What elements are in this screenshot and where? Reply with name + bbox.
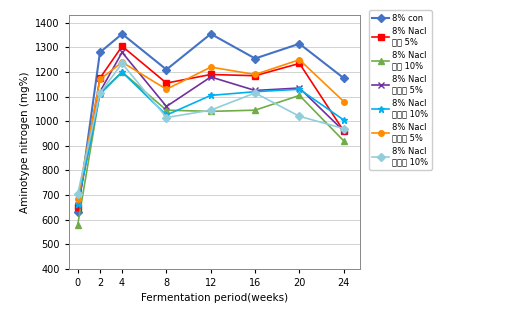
8% con — [119, 32, 125, 36]
8% Nacl
함조 10% — [208, 109, 214, 113]
8% Nacl
함조 10% — [252, 108, 258, 112]
8% Nacl
나문재 5% — [252, 73, 258, 76]
8% Nacl
질면초 5% — [119, 50, 125, 54]
8% Nacl
질면초 5% — [341, 129, 347, 133]
8% con — [296, 42, 303, 46]
8% Nacl
질면초 5% — [75, 203, 81, 207]
8% con — [163, 68, 170, 71]
Line: 8% Nacl
질면조 10%: 8% Nacl 질면조 10% — [74, 69, 347, 207]
Line: 8% Nacl
함조 5%: 8% Nacl 함조 5% — [75, 44, 347, 210]
8% Nacl
함조 5% — [252, 74, 258, 78]
8% con — [97, 50, 103, 54]
8% Nacl
질면조 10% — [296, 87, 303, 91]
8% Nacl
질면초 5% — [252, 89, 258, 92]
8% Nacl
질면조 10% — [252, 90, 258, 94]
8% Nacl
나문재 5% — [119, 60, 125, 64]
8% Nacl
질면조 10% — [163, 113, 170, 117]
8% Nacl
나문재 10% — [163, 116, 170, 119]
Y-axis label: Aminotype nitrogen (mg%): Aminotype nitrogen (mg%) — [20, 71, 30, 213]
8% Nacl
함조 5% — [97, 76, 103, 80]
8% Nacl
질면조 10% — [75, 202, 81, 205]
8% Nacl
나문재 10% — [97, 91, 103, 95]
8% con — [341, 76, 347, 80]
Line: 8% Nacl
함조 10%: 8% Nacl 함조 10% — [75, 69, 347, 227]
8% Nacl
함조 10% — [163, 108, 170, 112]
8% con — [252, 57, 258, 60]
8% Nacl
함조 5% — [341, 129, 347, 133]
8% Nacl
나문재 10% — [296, 114, 303, 118]
8% Nacl
나문재 5% — [208, 65, 214, 69]
8% Nacl
나문재 5% — [296, 58, 303, 61]
Legend: 8% con, 8% Nacl
함조 5%, 8% Nacl
함조 10%, 8% Nacl
질면초 5%, 8% Nacl
질면조 10%, 8% Nacl
: 8% con, 8% Nacl 함조 5%, 8% Nacl 함조 10%, 8… — [369, 11, 432, 170]
8% Nacl
함조 10% — [119, 70, 125, 74]
8% con — [208, 32, 214, 36]
8% Nacl
질면조 10% — [341, 118, 347, 122]
8% Nacl
질면초 5% — [97, 90, 103, 94]
8% Nacl
함조 5% — [75, 205, 81, 209]
Line: 8% Nacl
나문재 5%: 8% Nacl 나문재 5% — [75, 57, 347, 201]
8% Nacl
함조 5% — [119, 44, 125, 48]
8% Nacl
질면조 10% — [119, 70, 125, 74]
8% Nacl
나문재 10% — [208, 108, 214, 112]
8% Nacl
질면조 10% — [97, 92, 103, 96]
8% Nacl
함조 10% — [296, 94, 303, 97]
8% con — [75, 210, 81, 214]
8% Nacl
나문재 10% — [119, 61, 125, 65]
8% Nacl
나문재 10% — [75, 192, 81, 196]
8% Nacl
나문재 10% — [252, 91, 258, 95]
8% Nacl
나문재 5% — [163, 87, 170, 91]
8% Nacl
질면초 5% — [296, 86, 303, 90]
Line: 8% Nacl
나문재 10%: 8% Nacl 나문재 10% — [75, 61, 347, 197]
8% Nacl
질면초 5% — [208, 75, 214, 79]
X-axis label: Fermentation period(weeks): Fermentation period(weeks) — [141, 294, 288, 303]
8% Nacl
함조 10% — [75, 223, 81, 226]
8% Nacl
나문재 5% — [75, 197, 81, 201]
Line: 8% Nacl
질면초 5%: 8% Nacl 질면초 5% — [75, 49, 347, 208]
8% Nacl
함조 10% — [341, 139, 347, 143]
8% Nacl
함조 5% — [296, 61, 303, 65]
Line: 8% con: 8% con — [75, 31, 347, 215]
8% Nacl
함조 5% — [208, 73, 214, 76]
8% Nacl
질면초 5% — [163, 105, 170, 108]
8% Nacl
나문재 5% — [341, 100, 347, 104]
8% Nacl
함조 10% — [97, 91, 103, 95]
8% Nacl
질면조 10% — [208, 94, 214, 97]
8% Nacl
나문재 5% — [97, 78, 103, 81]
8% Nacl
함조 5% — [163, 81, 170, 85]
8% Nacl
나문재 10% — [341, 127, 347, 130]
